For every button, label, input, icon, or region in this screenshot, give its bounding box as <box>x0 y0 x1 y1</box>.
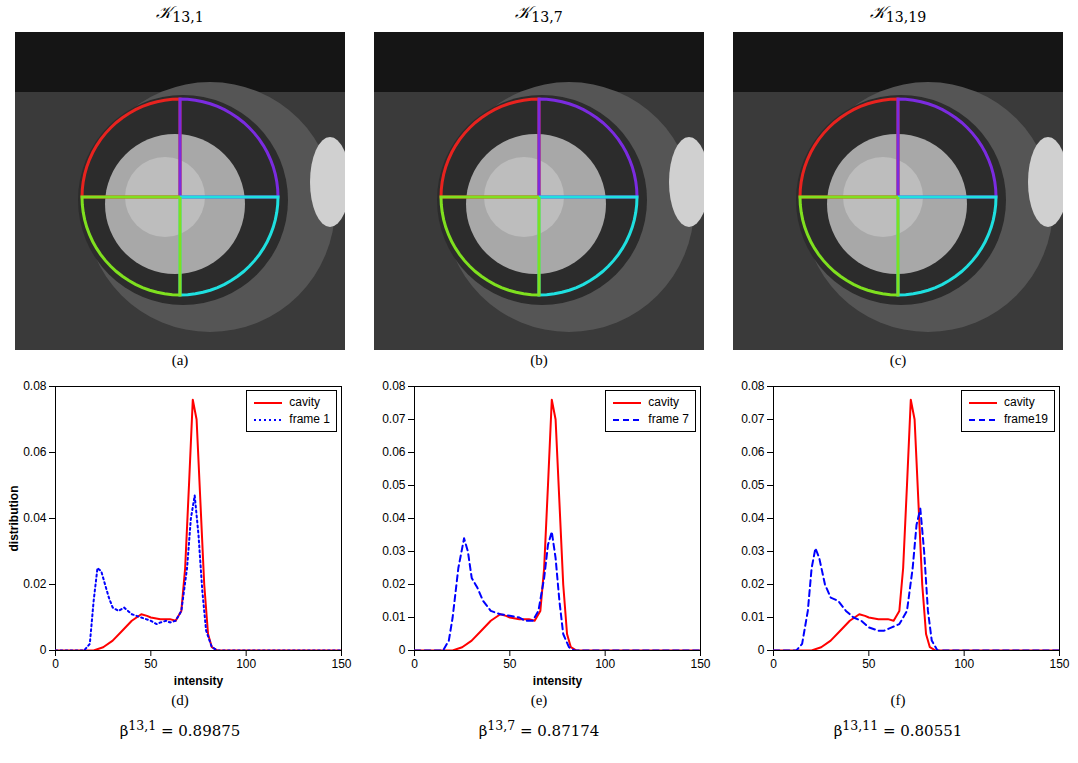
svg-text:0: 0 <box>411 657 418 671</box>
html-text:β13,7= 0.87174: β13,7= 0.87174 <box>478 718 600 740</box>
svg-text:0: 0 <box>770 657 777 671</box>
svg-text:0.04: 0.04 <box>741 511 765 525</box>
html-text:𝒦13,1: 𝒦13,1 <box>156 2 204 26</box>
svg-text:50: 50 <box>144 657 158 671</box>
html-text:cavity: cavity <box>1004 395 1035 409</box>
svg-text:100: 100 <box>236 657 256 671</box>
svg-text:0: 0 <box>40 643 47 657</box>
svg-text:0.06: 0.06 <box>382 445 406 459</box>
svg-text:0.03: 0.03 <box>382 544 406 558</box>
svg-text:100: 100 <box>954 657 974 671</box>
svg-text:distribution: distribution <box>7 486 21 552</box>
svg-text:150: 150 <box>690 657 710 671</box>
svg-text:0.02: 0.02 <box>382 577 406 591</box>
html-text:cavity: cavity <box>289 395 320 409</box>
svg-text:0.03: 0.03 <box>741 544 765 558</box>
svg-text:0: 0 <box>758 643 765 657</box>
html-text:cavity: cavity <box>648 395 679 409</box>
svg-text:0.06: 0.06 <box>23 445 47 459</box>
svg-text:50: 50 <box>862 657 876 671</box>
svg-text:150: 150 <box>1049 657 1069 671</box>
html-text:(e): (e) <box>530 692 548 708</box>
svg-text:0.05: 0.05 <box>382 478 406 492</box>
svg-text:0.06: 0.06 <box>741 445 765 459</box>
svg-text:0.04: 0.04 <box>382 511 406 525</box>
svg-text:0: 0 <box>52 657 59 671</box>
svg-text:100: 100 <box>595 657 615 671</box>
html-text:β13,11= 0.80551: β13,11= 0.80551 <box>833 718 963 740</box>
html-text:frame 1: frame 1 <box>289 412 330 426</box>
svg-text:0.02: 0.02 <box>741 577 765 591</box>
svg-text:0: 0 <box>399 643 406 657</box>
svg-text:0.04: 0.04 <box>23 511 47 525</box>
svg-text:150: 150 <box>331 657 351 671</box>
html-text:frame19: frame19 <box>1004 412 1048 426</box>
svg-text:50: 50 <box>503 657 517 671</box>
svg-text:0.08: 0.08 <box>23 379 47 393</box>
svg-text:0.01: 0.01 <box>741 610 765 624</box>
html-text:β13,1= 0.89875: β13,1= 0.89875 <box>119 718 241 740</box>
html-text:𝒦13,7: 𝒦13,7 <box>515 2 563 26</box>
svg-text:0.02: 0.02 <box>23 577 47 591</box>
svg-text:0.08: 0.08 <box>741 379 765 393</box>
html-text:frame 7: frame 7 <box>648 412 689 426</box>
html-text:𝒦13,19: 𝒦13,19 <box>869 2 927 26</box>
html-text:(a): (a) <box>171 352 189 368</box>
svg-text:intensity: intensity <box>533 674 583 688</box>
svg-text:0.01: 0.01 <box>382 610 406 624</box>
svg-text:0.05: 0.05 <box>741 478 765 492</box>
html-text:(d): (d) <box>171 692 189 708</box>
svg-text:intensity: intensity <box>174 674 224 688</box>
svg-text:0.08: 0.08 <box>382 379 406 393</box>
html-text:(c): (c) <box>889 352 907 368</box>
svg-text:0.07: 0.07 <box>382 412 406 426</box>
svg-text:0.07: 0.07 <box>741 412 765 426</box>
html-text:(b): (b) <box>530 352 548 368</box>
html-text:(f): (f) <box>890 692 906 708</box>
